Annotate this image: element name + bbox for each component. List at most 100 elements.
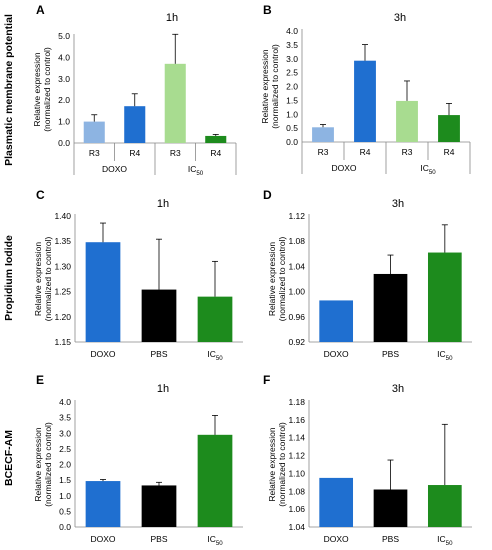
y-tick-label: 4.0 <box>59 397 71 407</box>
panel-letter: C <box>36 188 45 202</box>
y-axis-label-line1: Relative expression <box>33 242 43 316</box>
bar <box>319 300 354 342</box>
y-tick-label: 4.0 <box>58 52 70 62</box>
y-tick-label: 0.96 <box>288 312 305 322</box>
y-tick-label: 1.40 <box>54 211 71 221</box>
panel-d: D 3h Relative expression(normalized to con… <box>263 188 472 362</box>
bar <box>124 106 146 143</box>
group-label-main: IC <box>188 164 197 174</box>
y-axis-label-line2: (normalized to control) <box>270 44 280 129</box>
row-label-bcecf: BCECF-AM <box>3 430 15 486</box>
panel-letter: B <box>263 3 272 17</box>
y-tick-label: 2.5 <box>59 444 71 454</box>
panel-title: 3h <box>392 383 404 395</box>
y-axis-label: Relative expression(normalized to contro… <box>33 237 53 322</box>
panel-letter: D <box>263 188 272 202</box>
x-tick-label-main: IC <box>207 534 216 544</box>
y-axis-label-line2: (normalized to control) <box>42 47 52 132</box>
panel-c: C 1h Relative expression(normalized to con… <box>33 188 243 362</box>
x-tick-label: PBS <box>382 349 399 359</box>
x-tick-label-main: IC <box>437 534 446 544</box>
x-tick-label: DOXO <box>90 534 115 544</box>
panel-title: 1h <box>157 383 169 395</box>
bar <box>312 127 334 142</box>
x-tick-label: DOXO <box>90 349 115 359</box>
x-tick-label: DOXO <box>324 534 349 544</box>
x-tick-label-sub: 50 <box>216 355 223 362</box>
x-tick-label: R3 <box>318 147 329 157</box>
y-tick-label: 1.00 <box>288 287 305 297</box>
y-tick-label: 1.12 <box>288 451 305 461</box>
x-tick-label: PBS <box>150 534 167 544</box>
bar <box>373 273 408 342</box>
y-tick-label: 4.0 <box>286 26 298 36</box>
row-label-propidium: Propidium Iodide <box>3 235 15 321</box>
y-axis-label-line1: Relative expression <box>267 242 277 316</box>
y-axis-label-line1: Relative expression <box>32 52 42 126</box>
x-tick-label: IC50 <box>437 534 453 547</box>
y-axis-label-line2: (normalized to control) <box>277 237 287 322</box>
panel-e: E 1h Relative expression(normalized to con… <box>33 373 243 547</box>
group-label: DOXO <box>102 164 127 174</box>
bar <box>427 252 462 342</box>
y-tick-label: 1.35 <box>54 236 71 246</box>
y-tick-label: 1.5 <box>286 95 298 105</box>
x-tick-label-sub: 50 <box>446 355 453 362</box>
y-tick-label: 1.18 <box>288 397 305 407</box>
bar <box>85 481 121 527</box>
x-tick-label: R3 <box>402 147 413 157</box>
group-label-main: DOXO <box>331 163 356 173</box>
y-tick-label: 0.0 <box>286 137 298 147</box>
panel-letter: F <box>263 373 270 387</box>
x-tick-label-main: PBS <box>382 349 399 359</box>
x-tick-label: R4 <box>129 148 140 158</box>
x-tick-label: R3 <box>170 148 181 158</box>
bar <box>141 289 177 342</box>
panel-title: 3h <box>394 12 406 24</box>
bar <box>83 121 105 143</box>
y-tick-label: 2.0 <box>59 460 71 470</box>
panel-title: 3h <box>392 198 404 210</box>
y-tick-label: 1.14 <box>288 433 305 443</box>
bar <box>85 242 121 342</box>
x-tick-label-sub: 50 <box>216 540 223 547</box>
panel-letter: A <box>36 3 45 17</box>
y-tick-label: 5.0 <box>58 31 70 41</box>
y-tick-label: 1.04 <box>288 261 305 271</box>
panel-letter: E <box>36 373 44 387</box>
bar <box>141 485 177 527</box>
x-tick-label: IC50 <box>437 349 453 362</box>
y-tick-label: 0.5 <box>286 123 298 133</box>
group-label: DOXO <box>331 163 356 173</box>
x-tick-label-main: PBS <box>150 349 167 359</box>
bar <box>197 434 233 527</box>
y-tick-label: 1.30 <box>54 261 71 271</box>
x-tick-label: IC50 <box>207 534 223 547</box>
x-tick-label-main: DOXO <box>324 349 349 359</box>
x-tick-label: PBS <box>382 534 399 544</box>
y-tick-label: 1.16 <box>288 415 305 425</box>
y-tick-label: 1.5 <box>59 475 71 485</box>
y-axis-label-line1: Relative expression <box>267 427 277 501</box>
y-tick-label: 3.5 <box>286 40 298 50</box>
y-tick-label: 0.5 <box>59 506 71 516</box>
x-tick-label: PBS <box>150 349 167 359</box>
y-axis-label: Relative expression(normalized to contro… <box>33 422 53 507</box>
y-tick-label: 1.12 <box>288 211 305 221</box>
panel-title: 1h <box>157 198 169 210</box>
bar <box>373 489 408 527</box>
x-tick-label-main: IC <box>207 349 216 359</box>
bar <box>319 477 354 527</box>
y-tick-label: 1.04 <box>288 522 305 532</box>
bar <box>427 485 462 527</box>
y-axis-label: Relative expression(normalized to contro… <box>260 44 280 129</box>
row-label-membrane: Plasmatic membrane potential <box>3 14 15 166</box>
x-tick-label-main: PBS <box>382 534 399 544</box>
y-axis-label: Relative expression(normalized to contro… <box>267 237 287 322</box>
x-tick-label-main: DOXO <box>324 534 349 544</box>
y-tick-label: 3.0 <box>59 428 71 438</box>
y-tick-label: 3.0 <box>286 54 298 64</box>
y-axis-label-line1: Relative expression <box>260 49 270 123</box>
